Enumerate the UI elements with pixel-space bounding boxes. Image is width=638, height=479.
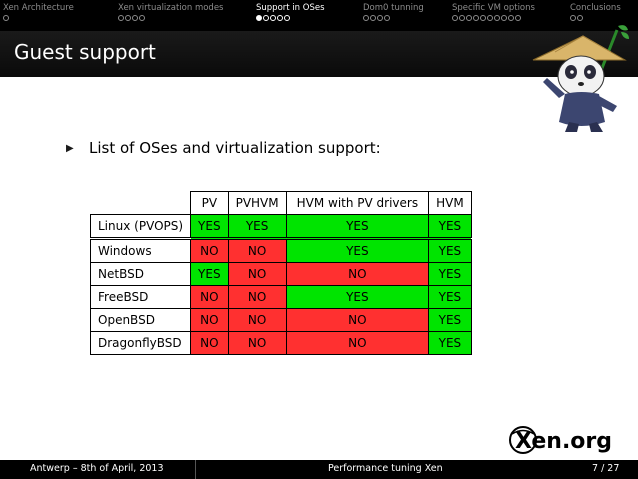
support-cell: NO: [227, 308, 287, 332]
nav-dot[interactable]: [452, 15, 458, 21]
os-name-cell: DragonflyBSD: [89, 331, 192, 355]
nav-dot[interactable]: [570, 15, 576, 21]
nav-dot[interactable]: [125, 15, 131, 21]
support-cell: NO: [190, 331, 229, 355]
footer-bar: Antwerp – 8th of April, 2013 Performance…: [0, 460, 638, 479]
nav-dot[interactable]: [487, 15, 493, 21]
nav-dot[interactable]: [363, 15, 369, 21]
os-name-cell: Linux (PVOPS): [89, 214, 192, 239]
logo-text: Xen.org: [515, 429, 612, 454]
column-header: HVM: [428, 191, 472, 215]
nav-dot[interactable]: [384, 15, 390, 21]
nav-dot[interactable]: [508, 15, 514, 21]
nav-dot[interactable]: [466, 15, 472, 21]
support-cell: NO: [227, 262, 287, 286]
nav-dot[interactable]: [139, 15, 145, 21]
support-cell: NO: [285, 262, 430, 286]
table-row: Linux (PVOPS) YES YES YES YES: [89, 214, 472, 239]
slide-title: Guest support: [14, 40, 156, 64]
nav-dot[interactable]: [480, 15, 486, 21]
nav-dot[interactable]: [494, 15, 500, 21]
support-cell: NO: [227, 285, 287, 309]
nav-dot[interactable]: [3, 15, 9, 21]
xen-panda-mascot-icon: [532, 25, 629, 132]
table-row: Windows NO NO YES YES: [89, 238, 472, 263]
footer-page-number: 7 / 27: [592, 463, 620, 474]
nav-dot[interactable]: [459, 15, 465, 21]
support-cell: YES: [285, 238, 430, 263]
column-header: PV: [190, 191, 229, 215]
support-cell: YES: [428, 308, 472, 332]
nav-dot[interactable]: [501, 15, 507, 21]
support-cell: YES: [285, 285, 430, 309]
support-cell: YES: [428, 331, 472, 355]
support-cell: YES: [190, 262, 229, 286]
nav-dot[interactable]: [284, 15, 290, 21]
support-cell: YES: [428, 285, 472, 309]
nav-dot[interactable]: [270, 15, 276, 21]
column-header: PVHVM: [227, 191, 287, 215]
nav-section-xen-architecture[interactable]: Xen Architecture: [3, 3, 74, 13]
support-cell: YES: [190, 214, 229, 239]
support-cell: NO: [285, 308, 430, 332]
support-cell: YES: [428, 238, 472, 263]
footer-event: Antwerp – 8th of April, 2013: [30, 463, 164, 474]
nav-dot[interactable]: [277, 15, 283, 21]
support-cell: NO: [190, 238, 229, 263]
title-bar: [0, 31, 638, 77]
os-name-cell: Windows: [89, 238, 192, 263]
nav-dot[interactable]: [370, 15, 376, 21]
support-cell: NO: [190, 285, 229, 309]
table-row: DragonflyBSD NO NO NO YES: [89, 331, 472, 355]
support-cell: NO: [285, 331, 430, 355]
nav-dot[interactable]: [577, 15, 583, 21]
support-cell: YES: [428, 214, 472, 239]
table-header-row: PV PVHVM HVM with PV drivers HVM: [91, 191, 472, 215]
nav-section-dom0-tunning[interactable]: Dom0 tunning: [363, 3, 424, 13]
footer-divider: [195, 460, 196, 479]
nav-dot[interactable]: [473, 15, 479, 21]
nav-section-virtualization-modes[interactable]: Xen virtualization modes: [118, 3, 224, 13]
footer-talk-title: Performance tuning Xen: [328, 463, 443, 474]
support-cell: NO: [190, 308, 229, 332]
support-cell: YES: [428, 262, 472, 286]
nav-dot[interactable]: [263, 15, 269, 21]
nav-dot[interactable]: [377, 15, 383, 21]
table-row: NetBSD YES NO NO YES: [89, 262, 472, 286]
nav-dot[interactable]: [132, 15, 138, 21]
nav-section-support-in-oses[interactable]: Support in OSes: [256, 3, 325, 13]
os-name-cell: NetBSD: [89, 262, 192, 286]
os-name-cell: FreeBSD: [89, 285, 192, 309]
os-name-cell: OpenBSD: [89, 308, 192, 332]
column-header: HVM with PV drivers: [285, 191, 430, 215]
support-cell: YES: [227, 214, 287, 239]
bullet-triangle-icon: ▶: [66, 143, 74, 154]
nav-dot[interactable]: [256, 15, 262, 21]
support-cell: NO: [227, 238, 287, 263]
table-row: OpenBSD NO NO NO YES: [89, 308, 472, 332]
nav-section-conclusions[interactable]: Conclusions: [570, 3, 621, 13]
bullet-text: List of OSes and virtualization support:: [89, 139, 381, 157]
nav-dot[interactable]: [515, 15, 521, 21]
nav-section-specific-vm-options[interactable]: Specific VM options: [452, 3, 535, 13]
os-support-table: PV PVHVM HVM with PV drivers HVM Linux (…: [89, 191, 472, 355]
xen-org-logo-icon: Xen.org: [509, 426, 612, 454]
table-row: FreeBSD NO NO YES YES: [89, 285, 472, 309]
support-cell: NO: [227, 331, 287, 355]
nav-dot[interactable]: [118, 15, 124, 21]
header-blank-cell: [91, 192, 191, 215]
section-navigation-bar: Xen Architecture Xen virtualization mode…: [0, 0, 638, 31]
support-cell: YES: [285, 214, 430, 239]
